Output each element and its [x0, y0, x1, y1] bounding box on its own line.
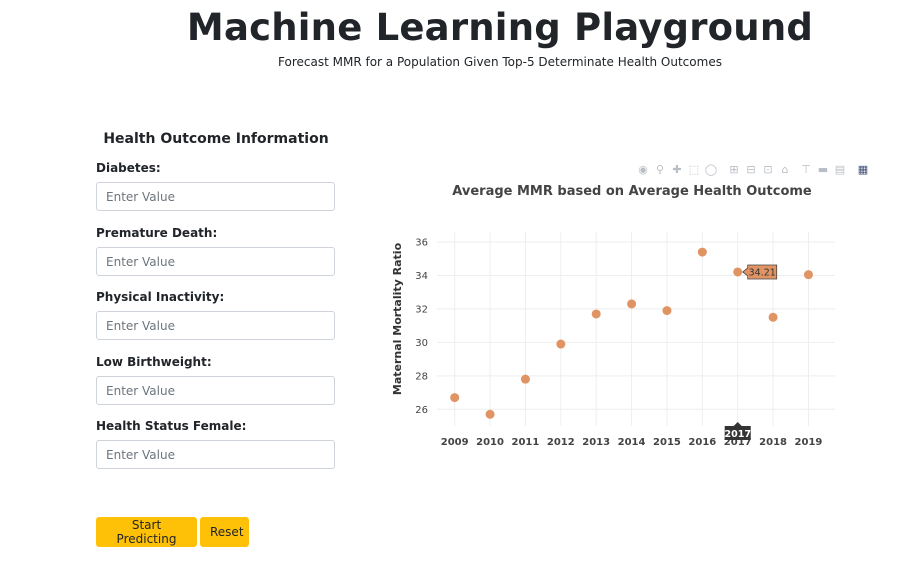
- physical-inactivity-input[interactable]: [96, 311, 335, 340]
- compare-data-icon[interactable]: ▤: [834, 163, 846, 176]
- y-tick-label: 26: [415, 405, 428, 416]
- diabetes-label: Diabetes:: [96, 161, 161, 175]
- data-points: [450, 247, 813, 419]
- x-tick-label: 2019: [795, 437, 823, 448]
- box-select-icon[interactable]: ⬚: [688, 163, 700, 176]
- premature-death-label: Premature Death:: [96, 226, 218, 240]
- x-tick-labels: 2009 2010 2011 2012 2013 2014 2015 2016 2017 2018…: [441, 437, 823, 448]
- page-title: Machine Learning Playground: [186, 6, 814, 49]
- low-birthweight-label: Low Birthweight:: [96, 355, 212, 369]
- data-point[interactable]: [591, 309, 601, 319]
- zoom-in-icon[interactable]: ⊞: [729, 163, 739, 176]
- low-birthweight-input[interactable]: [96, 376, 335, 405]
- camera-icon[interactable]: ◉: [638, 163, 648, 176]
- y-tick-labels: 26 28 30 32 34 36: [415, 238, 428, 416]
- y-grid: [437, 241, 835, 410]
- x-tick-label: 2017: [724, 437, 752, 448]
- data-point[interactable]: [803, 270, 813, 280]
- plotly-logo-icon[interactable]: ▦: [857, 163, 869, 176]
- x-tick-label: 2015: [653, 437, 681, 448]
- health-status-female-label: Health Status Female:: [96, 419, 247, 433]
- x-tick-label: 2010: [476, 437, 504, 448]
- health-status-female-input[interactable]: [96, 440, 335, 469]
- x-tick-label: 2018: [759, 437, 787, 448]
- chart-title: Average MMR based on Average Health Outc…: [452, 184, 812, 199]
- hover-x-box: [724, 422, 751, 440]
- data-point[interactable]: [627, 299, 637, 309]
- lasso-select-icon[interactable]: ◯: [704, 163, 718, 176]
- premature-death-input[interactable]: [96, 247, 335, 276]
- data-point[interactable]: [662, 306, 672, 316]
- data-point[interactable]: [450, 393, 460, 403]
- autoscale-icon[interactable]: ⊡: [763, 163, 773, 176]
- zoom-out-icon[interactable]: ⊟: [746, 163, 756, 176]
- y-tick-label: 36: [415, 238, 428, 249]
- chart-modebar: ◉ ⚲ ✚ ⬚ ◯ ⊞ ⊟ ⊡ ⌂ ⊤ ▬ ▤ ▦: [636, 162, 870, 178]
- x-tick-label: 2016: [688, 437, 716, 448]
- page-subtitle: Forecast MMR for a Population Given Top-…: [278, 55, 722, 69]
- form-title: Health Outcome Information: [103, 131, 329, 147]
- hover-y-label: 34.21: [749, 267, 776, 278]
- data-point[interactable]: [520, 374, 530, 384]
- y-axis-label: Maternal Mortality Ratio: [391, 242, 404, 395]
- x-grid: [454, 232, 809, 426]
- y-tick-label: 34: [415, 271, 428, 282]
- reset-button[interactable]: Reset: [200, 517, 249, 547]
- x-tick-label: 2013: [582, 437, 610, 448]
- start-predicting-button[interactable]: Start Predicting: [96, 517, 197, 547]
- data-point[interactable]: [733, 267, 743, 277]
- pan-icon[interactable]: ✚: [672, 163, 682, 176]
- x-tick-label: 2014: [618, 437, 646, 448]
- y-tick-label: 32: [415, 304, 428, 315]
- x-tick-label: 2012: [547, 437, 575, 448]
- data-point[interactable]: [485, 409, 495, 419]
- scatter-chart: Average MMR based on Average Health Outc…: [391, 184, 835, 448]
- zoom-icon[interactable]: ⚲: [655, 163, 665, 176]
- hover-tooltip: 34.21 2017: [724, 264, 778, 440]
- x-tick-label: 2009: [441, 437, 469, 448]
- diabetes-input[interactable]: [96, 182, 335, 211]
- data-point[interactable]: [697, 247, 707, 257]
- x-tick-label: 2011: [512, 437, 540, 448]
- physical-inactivity-label: Physical Inactivity:: [96, 290, 225, 304]
- hover-y-box: [742, 264, 778, 280]
- y-tick-label: 28: [415, 371, 428, 382]
- data-point[interactable]: [556, 339, 566, 349]
- hover-x-label: 2017: [724, 429, 750, 440]
- reset-axes-icon[interactable]: ⌂: [781, 163, 789, 176]
- spike-lines-icon[interactable]: ⊤: [801, 163, 811, 176]
- data-point[interactable]: [768, 312, 778, 322]
- y-tick-label: 30: [415, 338, 428, 349]
- show-closest-icon[interactable]: ▬: [817, 163, 829, 176]
